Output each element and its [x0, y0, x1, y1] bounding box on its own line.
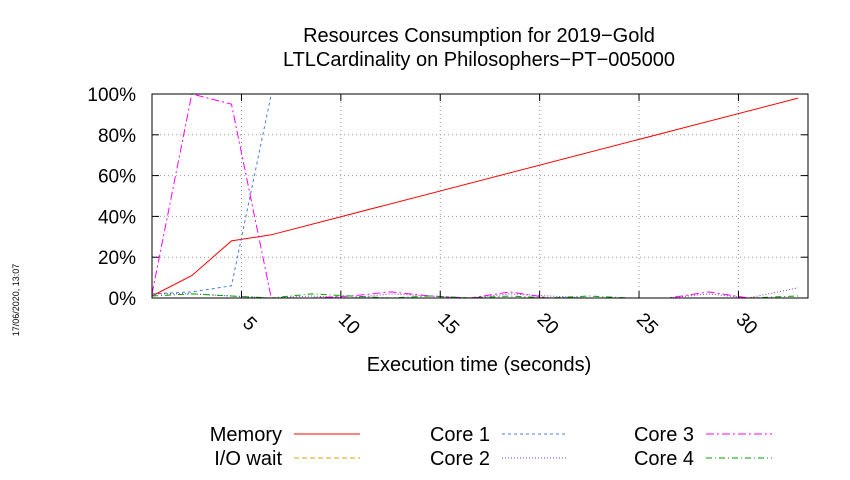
series-layer [151, 93, 799, 299]
series-line-memory [151, 97, 799, 297]
legend-label-i-o-wait: I/O wait [214, 448, 282, 470]
series-line-core-4 [151, 293, 799, 299]
chart-title: Resources Consumption for 2019−Gold [303, 25, 655, 47]
y-tick-label: 60% [98, 167, 136, 188]
timestamp-label: 17/06/2020, 13:07 [11, 264, 21, 337]
y-tick-label: 40% [98, 207, 136, 228]
y-tick-label: 80% [98, 126, 136, 147]
x-tick-label: 10 [334, 309, 364, 339]
x-tick-label: 15 [433, 309, 463, 339]
x-tick-label: 20 [533, 309, 563, 339]
x-tick-label: 25 [632, 309, 662, 339]
x-tick-label: 5 [238, 313, 260, 335]
legend-label-memory: Memory [210, 424, 282, 446]
x-tick-label: 30 [731, 309, 761, 339]
grid-layer [152, 94, 808, 298]
series-line-core-3 [151, 93, 799, 299]
series-line-core-1 [151, 93, 799, 295]
legend-label-core-4: Core 4 [634, 448, 694, 470]
y-tick-label: 100% [87, 85, 136, 106]
legend-label-core-3: Core 3 [634, 424, 694, 446]
legend-label-core-2: Core 2 [430, 448, 490, 470]
series-line-core-2 [152, 287, 799, 299]
legend-label-core-1: Core 1 [430, 424, 490, 446]
plot-frame [151, 93, 809, 299]
y-tick-label: 20% [98, 248, 136, 269]
chart-subtitle: LTLCardinality on Philosophers−PT−005000 [283, 49, 675, 71]
x-axis-label: Execution time (seconds) [367, 354, 592, 376]
y-tick-label: 0% [109, 289, 137, 310]
